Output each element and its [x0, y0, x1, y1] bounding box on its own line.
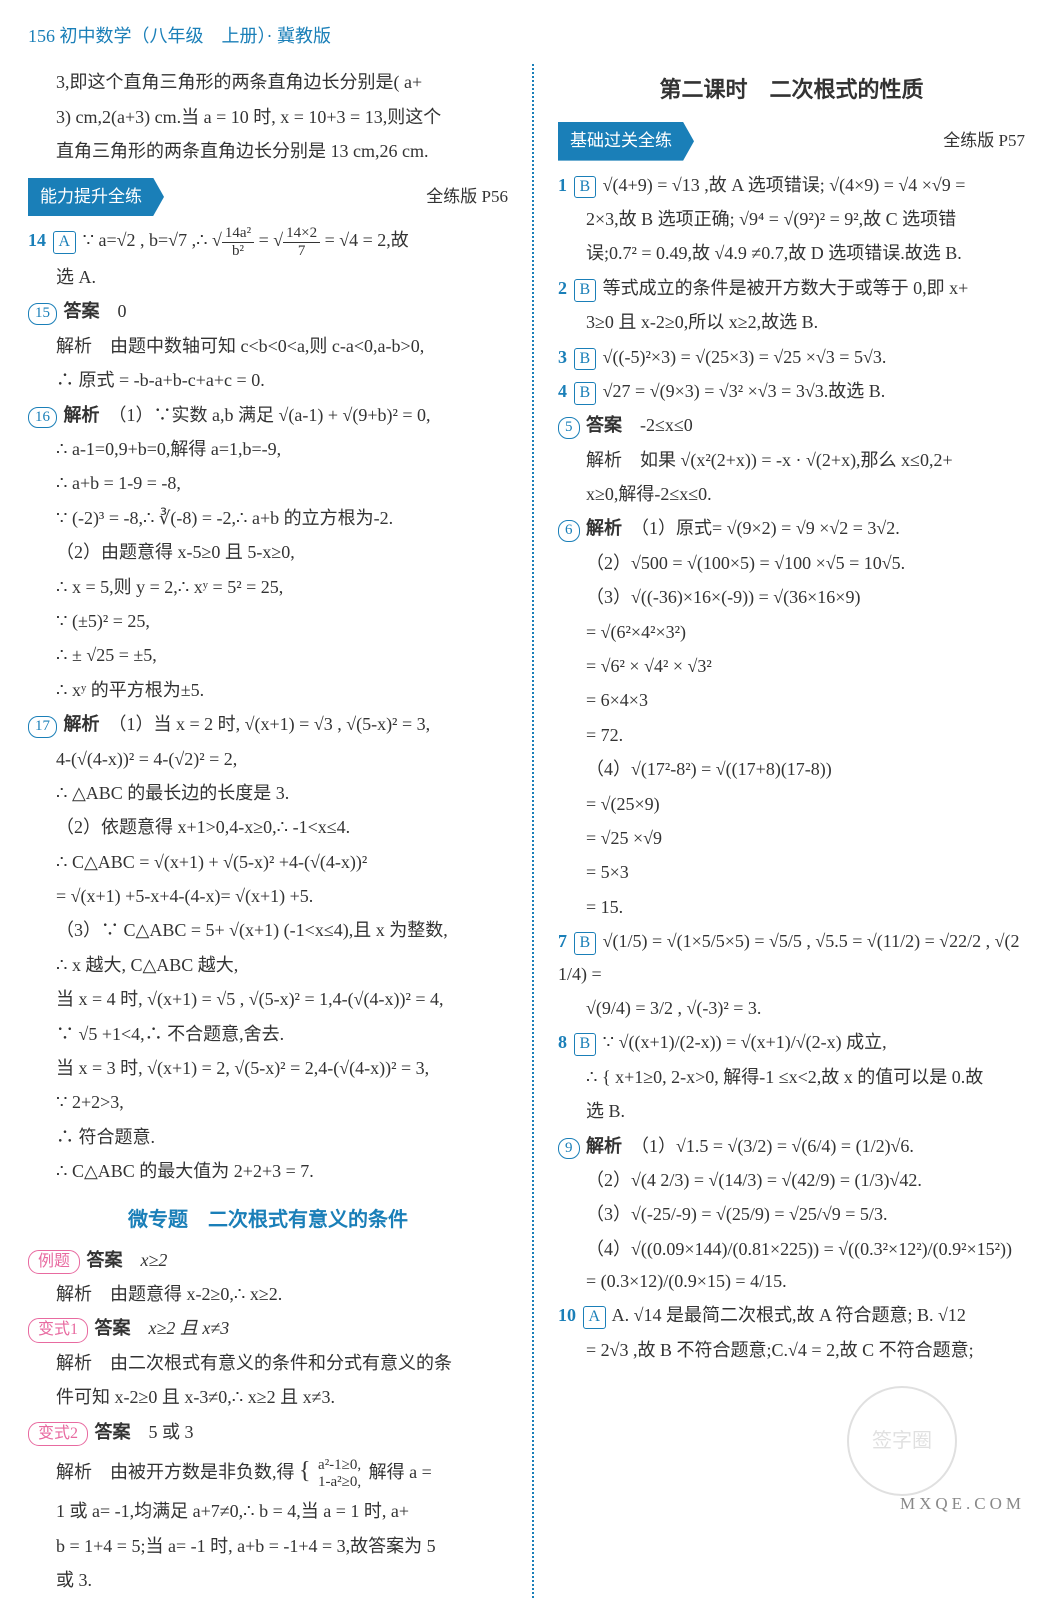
v2-sol: 或 3. — [28, 1564, 508, 1596]
q4: 4 B √27 = √(9×3) = √3² ×√3 = 3√3.故选 B. — [558, 375, 1025, 407]
q17-line: ∴ C△ABC 的最大值为 2+2+3 = 7. — [28, 1155, 508, 1187]
q17-line: ∵ √5 +1<4,∴ 不合题意,舍去. — [28, 1018, 508, 1050]
q6-line: = 5×3 — [558, 856, 1025, 888]
q7: 7 B √(1/5) = √(1×5/5×5) = √5/5 , √5.5 = … — [558, 925, 1025, 990]
q17: 17 解析 （1）当 x = 2 时, √(x+1) = √3 , √(5-x)… — [28, 708, 508, 740]
sub-heading: 微专题 二次根式有意义的条件 — [28, 1202, 508, 1238]
q6-line: （2）√500 = √(100×5) = √100 ×√5 = 10√5. — [558, 547, 1025, 579]
q16-line: ∴ a-1=0,9+b=0,解得 a=1,b=-9, — [28, 433, 508, 465]
q16-line: ∴ xʸ 的平方根为±5. — [28, 674, 508, 706]
q14-cont: 选 A. — [28, 261, 508, 293]
variant1: 变式1 答案 x≥2 且 x≠3 — [28, 1312, 508, 1344]
page-ref: 全练版 P56 — [426, 182, 508, 213]
q1: 1 B √(4+9) = √13 ,故 A 选项错误; √(4×9) = √4 … — [558, 169, 1025, 201]
q16-line: ∴ ± √25 = ±5, — [28, 639, 508, 671]
q6-line: = √(25×9) — [558, 788, 1025, 820]
q10: 10 A A. √14 是最简二次根式,故 A 符合题意; B. √12 — [558, 1299, 1025, 1331]
lesson-title: 第二课时 二次根式的性质 — [558, 70, 1025, 110]
q17-line: 4-(√(4-x))² = 4-(√2)² = 2, — [28, 743, 508, 775]
q17-line: = √(x+1) +5-x+4-(4-x)= √(x+1) +5. — [28, 880, 508, 912]
section-pill: 基础过关全练 — [558, 122, 694, 161]
q9-line: （4）√((0.09×144)/(0.81×225)) = √((0.3²×12… — [558, 1233, 1025, 1298]
q6-line: （4）√(17²-8²) = √((17+8)(17-8)) — [558, 753, 1025, 785]
q5-line: x≥0,解得-2≤x≤0. — [558, 478, 1025, 510]
q17-line: ∵ 2+2>3, — [28, 1086, 508, 1118]
page-ref: 全练版 P57 — [943, 126, 1025, 157]
q6-line: = √(6²×4²×3²) — [558, 616, 1025, 648]
v1-sol: 件可知 x-2≥0 且 x-3≠0,∴ x≥2 且 x≠3. — [28, 1381, 508, 1413]
q16-line: （2）由题意得 x-5≥0 且 5-x≥0, — [28, 536, 508, 568]
v2-sol: b = 1+4 = 5;当 a= -1 时, a+b = -1+4 = 3,故答… — [28, 1530, 508, 1562]
watermark-circle: 签字圈 — [847, 1386, 957, 1496]
q7-line: √(9/4) = 3/2 , √(-3)² = 3. — [558, 992, 1025, 1024]
q2: 2 B 等式成立的条件是被开方数大于或等于 0,即 x+ — [558, 272, 1025, 304]
q6: 6 解析 （1）原式= √(9×2) = √9 ×√2 = 3√2. — [558, 512, 1025, 544]
right-column: 第二课时 二次根式的性质 基础过关全练 全练版 P57 1 B √(4+9) =… — [558, 64, 1025, 1598]
q17-line: （3）∵ C△ABC = 5+ √(x+1) (-1<x≤4),且 x 为整数, — [28, 914, 508, 946]
q6-line: = √6² × √4² × √3² — [558, 650, 1025, 682]
q15-sol: ∴ 原式 = -b-a+b-c+a+c = 0. — [28, 364, 508, 396]
q14: 14 A ∵ a=√2 , b=√7 ,∴ √14a²b² = √14×27 =… — [28, 224, 508, 259]
left-column: 3,即这个直角三角形的两条直角边长分别是( a+ 3) cm,2(a+3) cm… — [28, 64, 508, 1598]
intro-line: 直角三角形的两条直角边长分别是 13 cm,26 cm. — [28, 135, 508, 167]
q16-line: ∴ x = 5,则 y = 2,∴ xʸ = 5² = 25, — [28, 571, 508, 603]
q5: 5 答案 -2≤x≤0 — [558, 409, 1025, 441]
variant2: 变式2 答案 5 或 3 — [28, 1416, 508, 1448]
q1-line: 误;0.7² = 0.49,故 √4.9 ≠0.7,故 D 选项错误.故选 B. — [558, 237, 1025, 269]
q16-line: ∵ (±5)² = 25, — [28, 605, 508, 637]
page-header: 156 初中数学（八年级 上册）· 冀教版 — [28, 20, 1025, 52]
intro-line: 3) cm,2(a+3) cm.当 a = 10 时, x = 10+3 = 1… — [28, 101, 508, 133]
q17-line: ∴ x 越大, C△ABC 越大, — [28, 949, 508, 981]
q6-line: = 15. — [558, 891, 1025, 923]
q17-line: ∴ 符合题意. — [28, 1121, 508, 1153]
q8-line: 选 B. — [558, 1095, 1025, 1127]
q10-line: = 2√3 ,故 B 不符合题意;C.√4 = 2,故 C 不符合题意; — [558, 1334, 1025, 1366]
q17-line: （2）依题意得 x+1>0,4-x≥0,∴ -1<x≤4. — [28, 811, 508, 843]
q9: 9 解析 （1）√1.5 = √(3/2) = √(6/4) = (1/2)√6… — [558, 1130, 1025, 1162]
q17-line: ∴ C△ABC = √(x+1) + √(5-x)² +4-(√(4-x))² — [28, 846, 508, 878]
q8: 8 B ∵ √((x+1)/(2-x)) = √(x+1)/√(2-x) 成立, — [558, 1026, 1025, 1058]
q5-line: 解析 如果 √(x²(2+x)) = -x · √(2+x),那么 x≤0,2+ — [558, 444, 1025, 476]
q16-line: ∵ (-2)³ = -8,∴ ∛(-8) = -2,∴ a+b 的立方根为-2. — [28, 502, 508, 534]
v1-sol: 解析 由二次根式有意义的条件和分式有意义的条 — [28, 1347, 508, 1379]
q17-line: 当 x = 3 时, √(x+1) = 2, √(5-x)² = 2,4-(√(… — [28, 1052, 508, 1084]
column-divider — [532, 64, 534, 1598]
q2-line: 3≥0 且 x-2≥0,所以 x≥2,故选 B. — [558, 306, 1025, 338]
q17-line: ∴ △ABC 的最长边的长度是 3. — [28, 777, 508, 809]
q6-line: （3）√((-36)×16×(-9)) = √(36×16×9) — [558, 581, 1025, 613]
section-pill: 能力提升全练 — [28, 178, 164, 217]
q6-line: = 6×4×3 — [558, 684, 1025, 716]
q9-line: （3）√(-25/-9) = √(25/9) = √25/√9 = 5/3. — [558, 1198, 1025, 1230]
v2-sol: 解析 由被开方数是非负数,得 { a²-1≥0,1-a²≥0, 解得 a = — [28, 1450, 508, 1493]
q6-line: = 72. — [558, 719, 1025, 751]
q16: 16 解析 （1）∵实数 a,b 满足 √(a-1) + √(9+b)² = 0… — [28, 399, 508, 431]
q17-line: 当 x = 4 时, √(x+1) = √5 , √(5-x)² = 1,4-(… — [28, 983, 508, 1015]
q6-line: = √25 ×√9 — [558, 822, 1025, 854]
ex-sol: 解析 由题意得 x-2≥0,∴ x≥2. — [28, 1278, 508, 1310]
v2-sol: 1 或 a= -1,均满足 a+7≠0,∴ b = 4,当 a = 1 时, a… — [28, 1495, 508, 1527]
q9-line: （2）√(4 2/3) = √(14/3) = √(42/9) = (1/3)√… — [558, 1164, 1025, 1196]
q1-line: 2×3,故 B 选项正确; √9⁴ = √(9²)² = 9²,故 C 选项错 — [558, 203, 1025, 235]
q15: 15 答案 0 — [28, 295, 508, 327]
q8-line: ∴ { x+1≥0, 2-x>0, 解得-1 ≤x<2,故 x 的值可以是 0.… — [558, 1061, 1025, 1093]
q16-line: ∴ a+b = 1-9 = -8, — [28, 467, 508, 499]
intro-line: 3,即这个直角三角形的两条直角边长分别是( a+ — [28, 66, 508, 98]
watermark-text: MXQE.COM — [900, 1489, 1025, 1520]
q3: 3 B √((-5)²×3) = √(25×3) = √25 ×√3 = 5√3… — [558, 341, 1025, 373]
example: 例题 答案 x≥2 — [28, 1244, 508, 1276]
q15-sol: 解析 由题中数轴可知 c<b<0<a,则 c-a<0,a-b>0, — [28, 330, 508, 362]
